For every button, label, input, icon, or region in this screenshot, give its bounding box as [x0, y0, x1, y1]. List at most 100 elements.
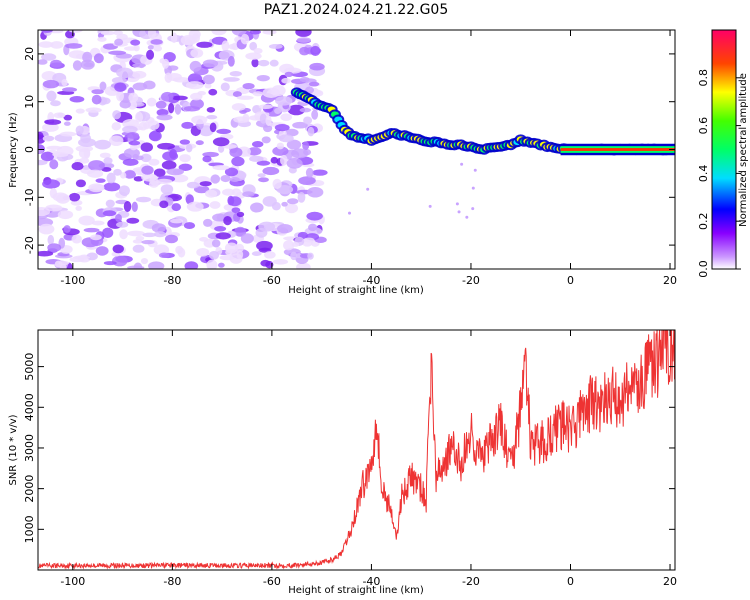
- noise-blob: [280, 113, 293, 121]
- snr-xlabel: Height of straight line (km): [288, 585, 424, 596]
- noise-blob: [263, 124, 273, 133]
- noise-blob: [212, 137, 230, 147]
- noise-blob: [99, 81, 107, 91]
- spectrogram-xtick-label: -60: [263, 274, 281, 287]
- spectrogram-xtick-label: -20: [462, 274, 480, 287]
- noise-blob: [164, 234, 179, 244]
- noise-blob: [258, 59, 270, 67]
- noise-blob: [162, 151, 179, 161]
- noise-blob: [132, 244, 145, 253]
- noise-blob: [234, 226, 247, 237]
- noise-blob: [124, 46, 138, 51]
- noise-blob: [229, 71, 242, 77]
- noise-blob: [69, 96, 85, 103]
- noise-blob: [203, 218, 213, 227]
- noise-blob: [251, 141, 264, 148]
- noise-blob: [153, 244, 170, 256]
- noise-blob: [231, 103, 246, 111]
- noise-blob: [308, 81, 320, 87]
- noise-blob: [91, 94, 102, 105]
- noise-blob: [57, 210, 74, 220]
- noise-blob: [190, 98, 204, 110]
- noise-blob: [153, 168, 166, 177]
- noise-blob: [99, 152, 111, 159]
- noise-blob: [216, 128, 232, 135]
- noise-blob: [236, 95, 254, 100]
- spectrogram-xtick-label: -80: [163, 274, 181, 287]
- noise-blob: [208, 250, 220, 260]
- noise-blob: [78, 138, 96, 147]
- snr-panel: -100 -80 -60 -40 -20 0 2010002000300040005000 …: [8, 329, 677, 596]
- noise-blob: [303, 237, 315, 243]
- noise-blob: [120, 172, 127, 179]
- noise-blob: [170, 218, 184, 224]
- noise-blob: [108, 135, 124, 146]
- snr-xtick-label: 20: [663, 575, 677, 588]
- noise-blob: [278, 134, 294, 143]
- noise-blob: [208, 88, 218, 96]
- noise-blob: [284, 71, 294, 78]
- noise-blob: [290, 251, 298, 261]
- noise-blob: [147, 120, 160, 131]
- figure-title: PAZ1.2024.024.21.22.G05: [264, 2, 449, 18]
- noise-blob: [161, 160, 177, 170]
- noise-blob: [220, 175, 231, 183]
- noise-blob: [132, 82, 148, 91]
- noise-blob: [212, 213, 227, 222]
- noise-blob: [112, 110, 121, 120]
- noise-blob: [47, 243, 62, 252]
- noise-blob: [249, 41, 258, 51]
- noise-blob: [240, 33, 250, 45]
- noise-blob: [147, 30, 157, 39]
- noise-blob: [102, 210, 117, 217]
- noise-blob: [42, 123, 59, 132]
- noise-blob: [292, 121, 308, 129]
- noise-blob: [258, 221, 276, 232]
- noise-blob: [170, 32, 178, 44]
- noise-blob: [82, 51, 93, 63]
- noise-blob: [88, 183, 105, 193]
- noise-blob: [106, 172, 116, 184]
- noise-blob: [178, 163, 193, 171]
- stray-dot: [366, 187, 370, 191]
- noise-blob: [86, 252, 98, 261]
- noise-blob: [177, 247, 186, 258]
- noise-blob: [100, 30, 116, 36]
- noise-blob: [155, 100, 167, 109]
- noise-blob: [206, 259, 218, 269]
- noise-blob: [116, 221, 129, 228]
- noise-blob: [159, 195, 167, 203]
- noise-blob: [111, 77, 127, 84]
- noise-blob: [228, 196, 242, 207]
- noise-blob: [158, 252, 170, 258]
- noise-blob: [276, 142, 285, 150]
- noise-blob: [75, 125, 84, 135]
- snr-frame: [37, 329, 676, 571]
- stray-dot: [473, 168, 477, 172]
- noise-blob: [141, 240, 155, 245]
- noise-blob: [185, 81, 204, 90]
- noise-blob: [285, 128, 299, 137]
- snr-xtick-label: -40: [362, 575, 380, 588]
- noise-blob: [231, 207, 241, 213]
- spectrogram-xtick-label: -40: [362, 274, 380, 287]
- noise-blob: [132, 70, 147, 79]
- noise-blob: [223, 216, 232, 226]
- noise-blob: [209, 201, 221, 209]
- noise-blob: [306, 211, 323, 221]
- noise-blob: [283, 240, 295, 251]
- noise-blob: [224, 167, 239, 177]
- noise-blob: [190, 48, 204, 58]
- noise-blob: [62, 87, 78, 93]
- noise-blob: [112, 255, 128, 267]
- noise-blob: [161, 91, 174, 102]
- colorbar-tick-label: 0.2: [697, 212, 710, 230]
- noise-blob: [153, 45, 163, 52]
- noise-blob: [126, 217, 140, 224]
- noise-blob: [49, 159, 59, 170]
- noise-blob: [50, 59, 63, 68]
- noise-blob: [204, 83, 212, 89]
- noise-blob: [42, 179, 61, 189]
